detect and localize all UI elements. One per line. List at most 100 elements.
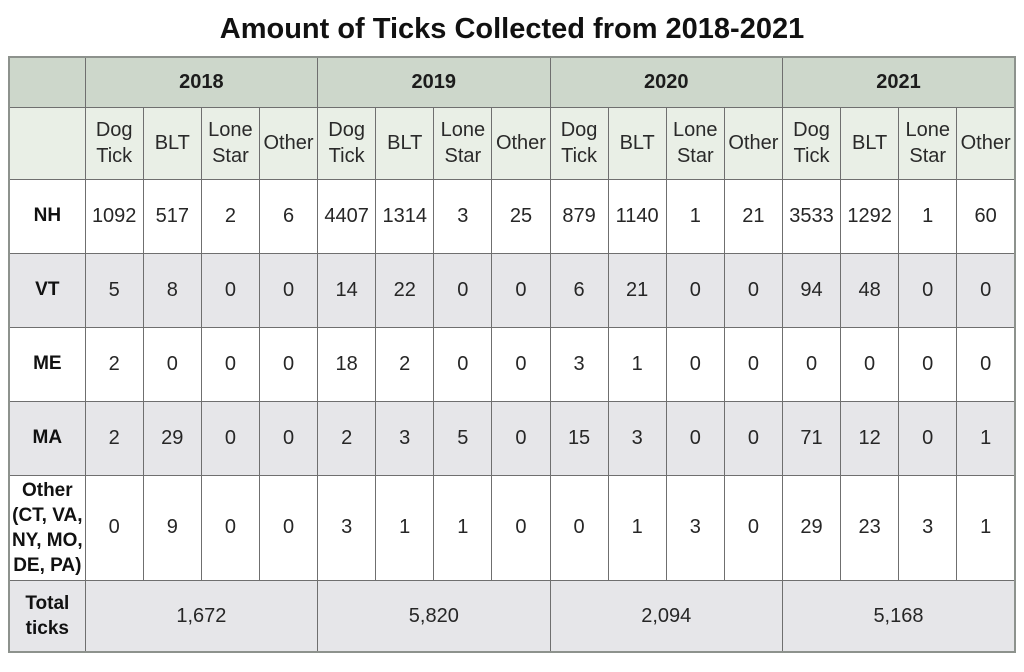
- data-cell: 0: [200, 474, 260, 581]
- tick-type-header: Dog Tick: [549, 106, 609, 180]
- year-header-2018: 2018: [84, 56, 319, 108]
- data-cell: 0: [956, 252, 1016, 328]
- tick-type-header: Lone Star: [898, 106, 958, 180]
- data-cell: 2: [84, 326, 144, 402]
- data-cell: 0: [723, 400, 783, 476]
- data-cell: 2: [84, 400, 144, 476]
- data-cell: 517: [142, 178, 202, 254]
- tick-type-header: Dog Tick: [84, 106, 144, 180]
- tick-type-header-row: Dog Tick BLT Lone Star Other Dog Tick BLT Lone…: [8, 106, 1016, 180]
- total-value: 5,820: [317, 579, 551, 653]
- data-cell: 3: [375, 400, 435, 476]
- data-cell: 3: [607, 400, 667, 476]
- row-label: ME: [8, 326, 86, 402]
- data-cell: 0: [258, 326, 319, 402]
- data-cell: 71: [781, 400, 842, 476]
- tick-type-header: BLT: [142, 106, 202, 180]
- data-cell: 18: [317, 326, 377, 402]
- tick-type-header: Dog Tick: [781, 106, 842, 180]
- table-body: NH 1092 517 2 6 4407 1314 3 25 879 1140 1 21 3533 1292…: [8, 178, 1016, 653]
- table-row: Other (CT, VA, NY, MO, DE, PA) 0 9 0 0 3 1 1 0 0 1…: [8, 474, 1016, 581]
- data-cell: 0: [665, 252, 725, 328]
- data-cell: 9: [142, 474, 202, 581]
- data-cell: 0: [491, 474, 551, 581]
- row-label: MA: [8, 400, 86, 476]
- tick-type-header: Other: [723, 106, 783, 180]
- data-cell: 0: [665, 326, 725, 402]
- table-row: ME 2 0 0 0 18 2 0 0 3 1 0 0 0 0 0 0: [8, 326, 1016, 402]
- data-cell: 6: [258, 178, 319, 254]
- data-cell: 0: [491, 400, 551, 476]
- data-cell: 1: [665, 178, 725, 254]
- data-cell: 1314: [375, 178, 435, 254]
- data-cell: 0: [142, 326, 202, 402]
- data-cell: 1: [956, 400, 1016, 476]
- data-cell: 5: [84, 252, 144, 328]
- tick-type-header: Lone Star: [433, 106, 493, 180]
- data-cell: 1092: [84, 178, 144, 254]
- tick-type-header: Other: [491, 106, 551, 180]
- table-row: NH 1092 517 2 6 4407 1314 3 25 879 1140 1 21 3533 1292…: [8, 178, 1016, 254]
- total-label: Total ticks: [8, 579, 86, 653]
- total-value: 2,094: [549, 579, 783, 653]
- data-cell: 29: [142, 400, 202, 476]
- data-cell: 1: [607, 326, 667, 402]
- tick-type-header: Other: [258, 106, 319, 180]
- data-cell: 25: [491, 178, 551, 254]
- data-cell: 22: [375, 252, 435, 328]
- data-cell: 0: [258, 400, 319, 476]
- data-cell: 1: [433, 474, 493, 581]
- data-cell: 0: [491, 326, 551, 402]
- total-value: 5,168: [781, 579, 1016, 653]
- data-cell: 15: [549, 400, 609, 476]
- data-cell: 3: [665, 474, 725, 581]
- data-cell: 2: [317, 400, 377, 476]
- corner-cell-sub: [8, 106, 86, 180]
- ticks-table: 2018 2019 2020 2021 Dog Tick BLT Lone Star Othe…: [8, 56, 1016, 654]
- data-cell: 21: [607, 252, 667, 328]
- data-cell: 2: [375, 326, 435, 402]
- tick-type-header: Other: [956, 106, 1016, 180]
- data-cell: 3: [317, 474, 377, 581]
- data-cell: 4407: [317, 178, 377, 254]
- row-label: Other (CT, VA, NY, MO, DE, PA): [8, 474, 86, 581]
- data-cell: 0: [200, 326, 260, 402]
- data-cell: 1: [607, 474, 667, 581]
- data-cell: 3: [898, 474, 958, 581]
- data-cell: 21: [723, 178, 783, 254]
- data-cell: 12: [840, 400, 900, 476]
- data-cell: 1292: [840, 178, 900, 254]
- data-cell: 0: [723, 326, 783, 402]
- data-cell: 0: [898, 252, 958, 328]
- data-cell: 2: [200, 178, 260, 254]
- data-cell: 6: [549, 252, 609, 328]
- data-cell: 0: [84, 474, 144, 581]
- data-cell: 3533: [781, 178, 842, 254]
- data-cell: 879: [549, 178, 609, 254]
- year-header-2021: 2021: [781, 56, 1016, 108]
- data-cell: 0: [956, 326, 1016, 402]
- year-header-row: 2018 2019 2020 2021: [8, 56, 1016, 108]
- data-cell: 14: [317, 252, 377, 328]
- data-cell: 60: [956, 178, 1016, 254]
- data-cell: 0: [549, 474, 609, 581]
- data-cell: 29: [781, 474, 842, 581]
- data-cell: 3: [549, 326, 609, 402]
- data-cell: 0: [200, 252, 260, 328]
- data-cell: 0: [491, 252, 551, 328]
- data-cell: 1140: [607, 178, 667, 254]
- data-cell: 0: [200, 400, 260, 476]
- tick-type-header: BLT: [840, 106, 900, 180]
- data-cell: 0: [898, 326, 958, 402]
- tick-type-header: Lone Star: [200, 106, 260, 180]
- year-header-2019: 2019: [317, 56, 551, 108]
- page-title: Amount of Ticks Collected from 2018-2021: [219, 13, 805, 45]
- data-cell: 5: [433, 400, 493, 476]
- data-cell: 1: [956, 474, 1016, 581]
- data-cell: 0: [433, 252, 493, 328]
- data-cell: 0: [723, 474, 783, 581]
- data-cell: 23: [840, 474, 900, 581]
- data-cell: 48: [840, 252, 900, 328]
- data-cell: 0: [433, 326, 493, 402]
- data-cell: 3: [433, 178, 493, 254]
